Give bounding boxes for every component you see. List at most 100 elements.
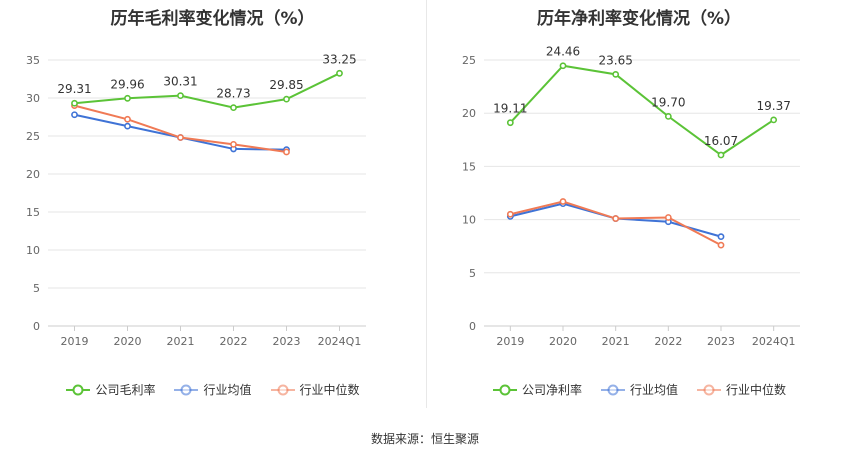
- net-margin-data-label: 23.65: [598, 53, 632, 67]
- gross-margin-series-point-1: [124, 122, 131, 130]
- gross-margin-series-point-2: [283, 148, 290, 156]
- net-margin-x-tick-label: 2019: [496, 335, 524, 348]
- gross-margin-legend-label: 公司毛利率: [95, 383, 156, 397]
- gross-margin-data-label: 29.31: [57, 82, 91, 96]
- gross-margin-data-label: 33.25: [322, 52, 356, 66]
- net-margin-plot: 0 5 10 15 20 25 2019 2020 2021 2022 2023 2024Q1 19.1…: [462, 45, 800, 348]
- net-margin-series-point-2: [559, 198, 567, 205]
- legend-marker: [180, 384, 192, 395]
- legend-marker: [277, 384, 288, 395]
- gross-margin-y-tick-label: 25: [26, 130, 40, 143]
- net-margin-x-tick-label: 2022: [654, 335, 682, 348]
- gross-margin-y-tick-label: 35: [26, 54, 40, 67]
- net-margin-y-tick-label: 20: [462, 107, 476, 120]
- net-margin-x-tick-label: 2021: [602, 335, 630, 348]
- gross-margin-y-tick-label: 20: [26, 168, 40, 181]
- net-margin-chart-title: 历年净利率变化情况（%）: [536, 9, 742, 29]
- net-margin-legend-label: 行业均值: [629, 383, 678, 397]
- net-margin-legend-label: 行业中位数: [726, 383, 787, 397]
- gross-margin-series-point-1: [71, 111, 78, 119]
- net-margin-series-point-0: [770, 116, 778, 124]
- gross-margin-series-line-2: [74, 104, 287, 153]
- gross-margin-series-point-0: [71, 99, 78, 107]
- net-margin-legend-label: 公司净利率: [521, 383, 582, 397]
- net-margin-series-point-2: [506, 210, 514, 218]
- gross-margin-series-line-1: [74, 113, 287, 151]
- gross-margin-series-point-2: [177, 134, 184, 141]
- gross-margin-series-point-0: [336, 69, 343, 77]
- net-margin-y-tick-label: 10: [462, 214, 476, 227]
- net-margin-series-point-0: [559, 62, 567, 70]
- gross-margin-legend-swatch-icon: [270, 384, 295, 395]
- net-margin-legend-swatch-icon: [600, 384, 625, 395]
- net-margin-series-point-0: [506, 119, 514, 127]
- net-margin-data-label: 19.11: [493, 102, 527, 116]
- net-margin-legend-swatch-icon: [697, 384, 721, 395]
- gross-margin-series-point-0: [230, 104, 237, 112]
- gross-margin-legend-item-0[interactable]: 公司毛利率: [65, 381, 155, 398]
- gross-margin-series-point-0: [124, 94, 131, 102]
- panel-divider: [426, 0, 427, 408]
- net-margin-y-tick-label: 15: [462, 160, 476, 173]
- net-margin-chart-panel: 历年净利率变化情况（%） 0 5 10 15 20 25 2019 2020 2021 2022 2…: [428, 0, 850, 459]
- net-margin-series-point-0: [612, 70, 620, 78]
- gross-margin-series-point-0: [177, 92, 184, 100]
- net-margin-x-tick-label: 2024Q1: [752, 335, 796, 348]
- gross-margin-series-point-2: [124, 115, 131, 123]
- gross-margin-x-tick-label: 2020: [114, 335, 142, 348]
- gross-margin-data-label: 28.73: [216, 87, 250, 101]
- gross-margin-x-tick-label: 2021: [167, 335, 195, 348]
- net-margin-legend-item-2[interactable]: 行业中位数: [696, 381, 786, 398]
- net-margin-series-point-0: [664, 112, 672, 120]
- net-margin-data-label: 24.46: [546, 45, 580, 59]
- gross-margin-series-point-2: [230, 140, 237, 148]
- gross-margin-legend-swatch-icon: [174, 384, 199, 395]
- net-margin-y-tick-label: 0: [469, 320, 476, 333]
- legend-marker: [703, 384, 715, 395]
- net-margin-x-tick-label: 2023: [707, 335, 735, 348]
- net-margin-x-tick-label: 2020: [549, 335, 577, 348]
- gross-margin-data-label: 29.85: [269, 78, 303, 92]
- gross-margin-plot: 0 5 10 15 20 25 30 35 2019 2020 2021 2022 2023 2024Q1…: [26, 52, 366, 348]
- gross-margin-legend-label: 行业均值: [203, 383, 252, 397]
- net-margin-data-label: 16.07: [704, 134, 738, 148]
- net-margin-y-tick-label: 5: [469, 267, 476, 280]
- legend-marker: [499, 384, 511, 395]
- net-margin-legend-swatch-icon: [492, 384, 517, 395]
- net-margin-series-point-2: [717, 241, 725, 249]
- gross-margin-series-point-0: [283, 95, 290, 103]
- net-margin-series-point-0: [717, 151, 725, 159]
- gross-margin-x-tick-label: 2024Q1: [318, 335, 362, 348]
- net-margin-series-point-2: [612, 215, 620, 222]
- gross-margin-legend-swatch-icon: [66, 384, 91, 395]
- gross-margin-x-tick-label: 2022: [220, 335, 248, 348]
- net-margin-series-point-1: [717, 233, 725, 241]
- gross-margin-data-label: 30.31: [163, 75, 197, 89]
- gross-margin-x-tick-label: 2019: [61, 335, 89, 348]
- gross-margin-data-label: 29.96: [110, 77, 144, 91]
- gross-margin-y-tick-label: 15: [26, 206, 40, 219]
- gross-margin-y-tick-label: 0: [33, 320, 40, 333]
- net-margin-legend-item-1[interactable]: 行业均值: [600, 381, 678, 398]
- gross-margin-legend: 公司毛利率 行业均值 行业中位数: [0, 381, 425, 398]
- gross-margin-legend-item-2[interactable]: 行业中位数: [270, 381, 360, 398]
- legend-marker: [607, 384, 619, 395]
- gross-margin-chart-title: 历年毛利率变化情况（%）: [110, 9, 315, 29]
- gross-margin-y-tick-label: 10: [26, 244, 40, 257]
- data-source-note: 数据来源：恒生聚源: [370, 432, 479, 446]
- gross-margin-series-line-0: [74, 72, 340, 109]
- gross-margin-legend-label: 行业中位数: [299, 383, 360, 397]
- net-margin-data-label: 19.70: [651, 95, 685, 109]
- net-margin-series-point-2: [664, 214, 672, 221]
- gross-margin-chart-panel: 历年毛利率变化情况（%） 0 5 10 15 20 25 30 35 2019 2020 2021 2…: [0, 9, 425, 398]
- gross-margin-legend-item-1[interactable]: 行业均值: [173, 381, 252, 398]
- net-margin-legend: 公司净利率 行业均值 行业中位数: [428, 381, 850, 398]
- net-margin-legend-item-0[interactable]: 公司净利率: [492, 381, 582, 398]
- gross-margin-y-tick-label: 30: [26, 92, 40, 105]
- net-margin-y-tick-label: 25: [462, 54, 476, 67]
- net-margin-series-line-0: [509, 64, 775, 157]
- net-margin-data-label: 19.37: [756, 99, 790, 113]
- legend-marker: [72, 384, 84, 395]
- gross-margin-x-tick-label: 2023: [273, 335, 301, 348]
- gross-margin-y-tick-label: 5: [33, 282, 40, 295]
